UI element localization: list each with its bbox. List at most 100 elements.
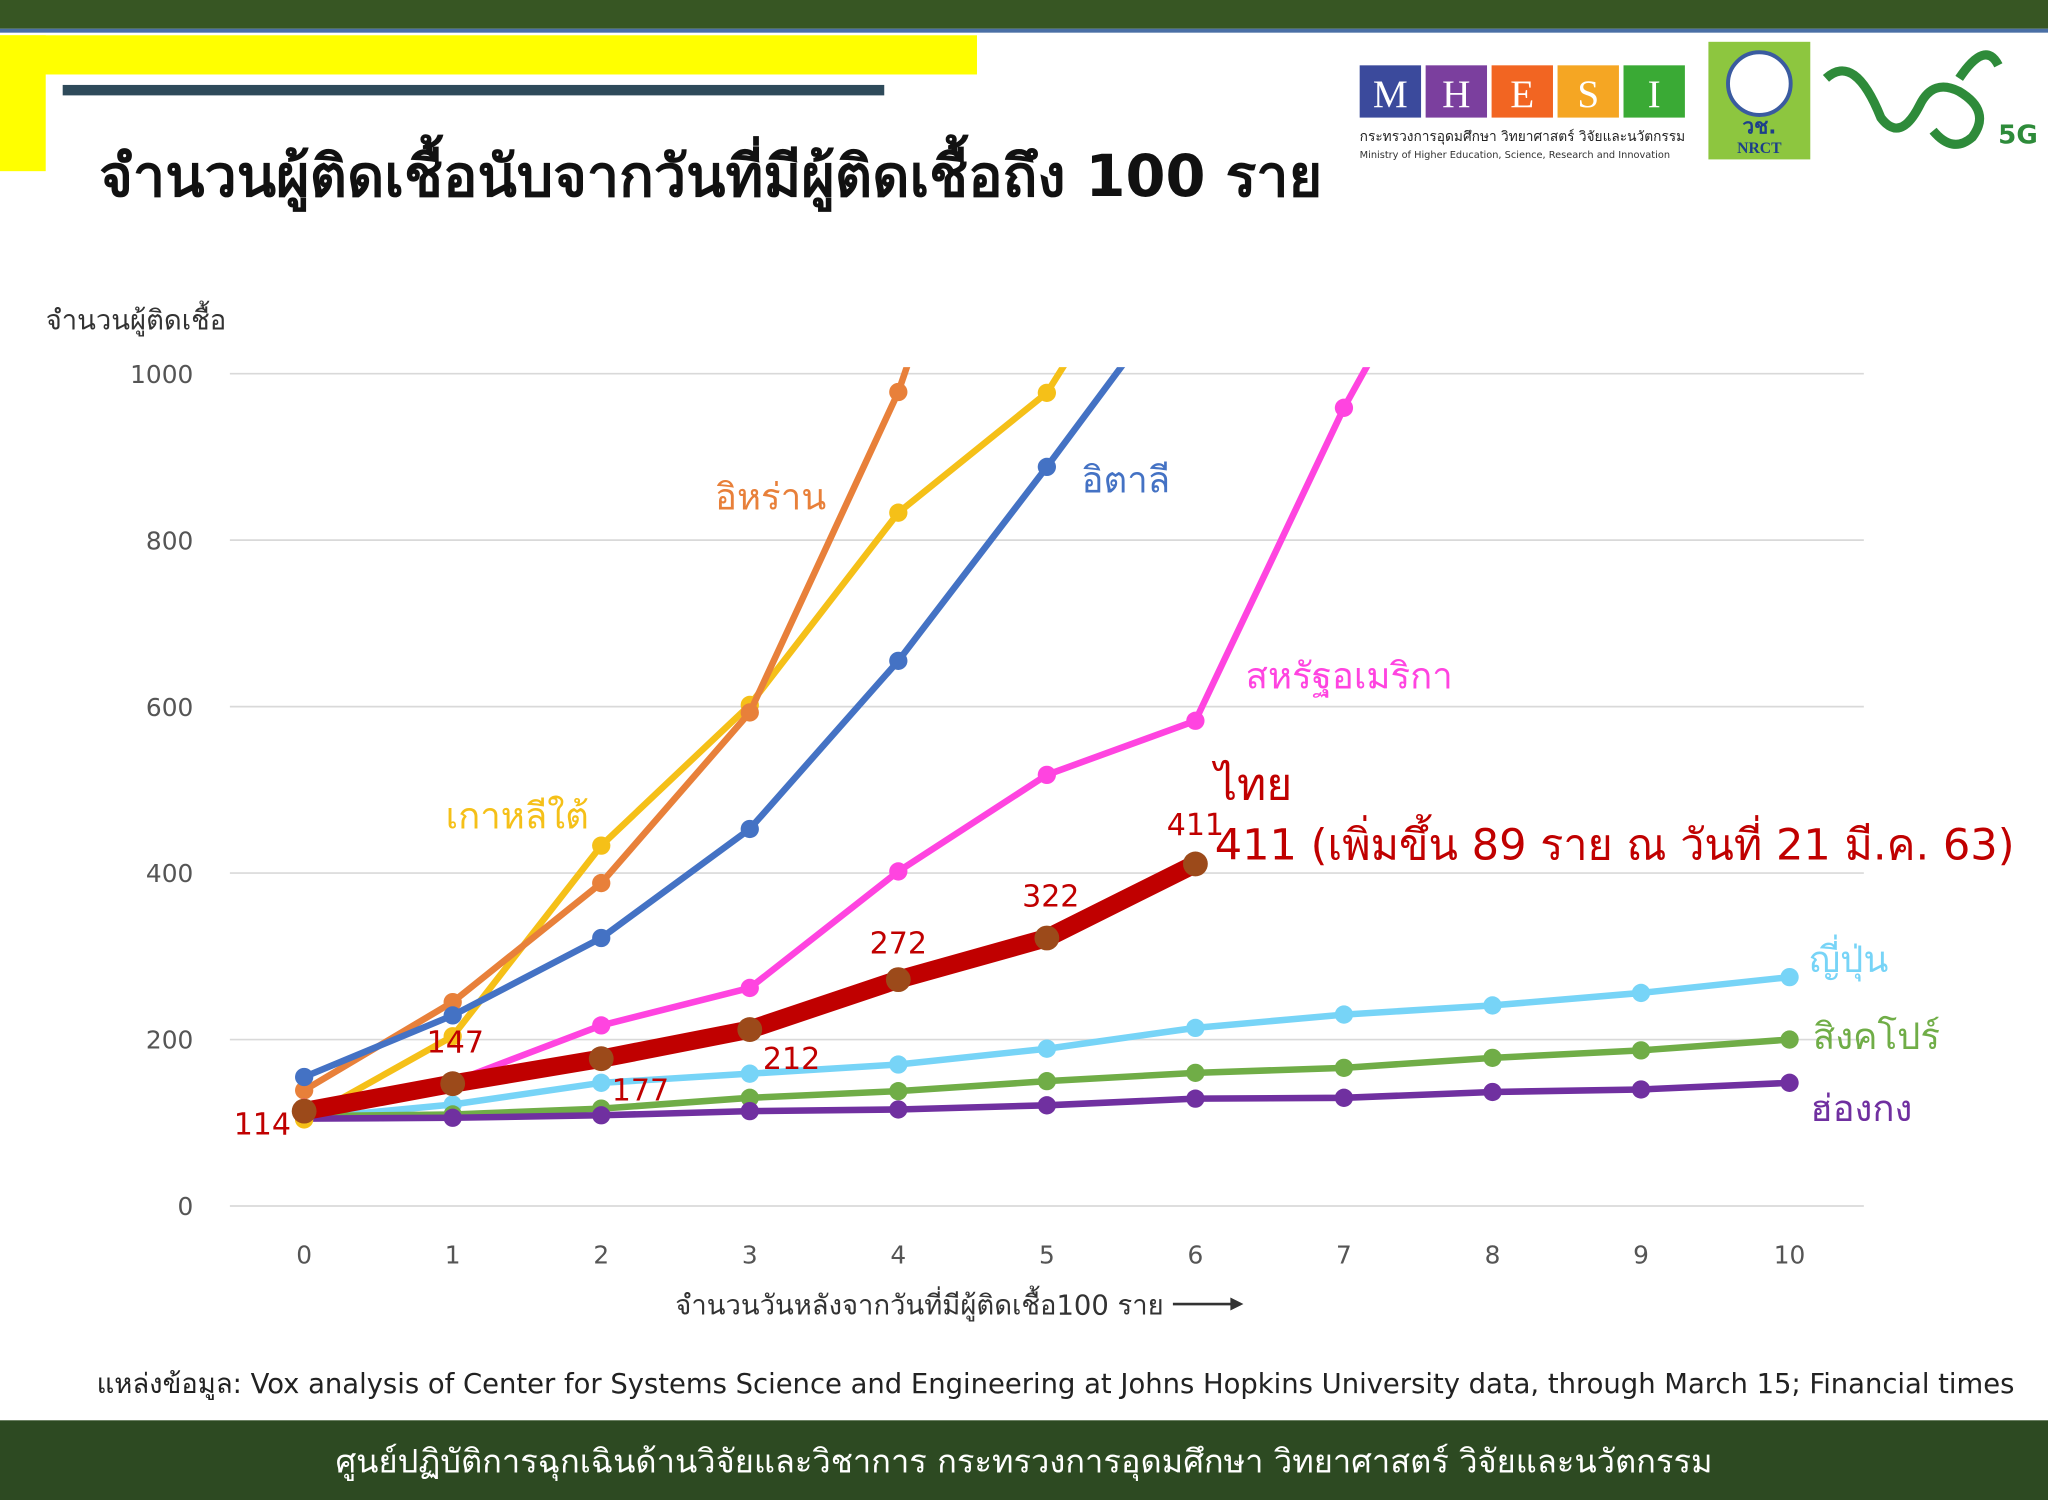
data-point bbox=[588, 1046, 614, 1072]
x-tick-label: 2 bbox=[593, 1240, 609, 1269]
x-tick-label: 1 bbox=[445, 1240, 461, 1269]
mhesi-box bbox=[1557, 65, 1619, 118]
series-label: ไทย bbox=[1212, 759, 1293, 811]
series-line bbox=[302, 367, 1067, 1123]
x-tick-label: 4 bbox=[890, 1240, 906, 1269]
y-tick-label: 0 bbox=[178, 1192, 194, 1221]
data-point bbox=[889, 651, 908, 670]
data-point bbox=[889, 503, 908, 522]
data-point bbox=[1037, 457, 1056, 477]
series-label: อิหร่าน bbox=[715, 476, 826, 519]
series-label: สหรัฐอเมริกา bbox=[1246, 655, 1453, 699]
data-point bbox=[1186, 1063, 1205, 1082]
data-point bbox=[440, 1071, 466, 1097]
value-label: 177 bbox=[612, 1073, 669, 1108]
data-point bbox=[592, 1073, 611, 1092]
nrct-emblem bbox=[1726, 50, 1793, 117]
data-point bbox=[889, 862, 908, 881]
value-label: 114 bbox=[234, 1108, 291, 1143]
data-point bbox=[1037, 1096, 1056, 1115]
data-point bbox=[740, 703, 759, 722]
y-tick-label: 1000 bbox=[130, 360, 193, 389]
nrct-thai: วช. bbox=[1742, 114, 1776, 138]
footer-band bbox=[0, 1420, 2048, 1500]
data-point bbox=[295, 1067, 314, 1087]
data-point bbox=[443, 1027, 462, 1046]
mhesi-letter: I bbox=[1648, 73, 1661, 116]
data-point bbox=[1334, 1088, 1354, 1107]
data-point bbox=[885, 967, 911, 993]
data-point bbox=[889, 1100, 908, 1119]
series-label: ฮ่องกง bbox=[1810, 1087, 1912, 1130]
y-tick-label: 400 bbox=[146, 859, 193, 888]
x-tick-label: 7 bbox=[1336, 1240, 1352, 1269]
data-point bbox=[592, 836, 611, 855]
top-rule bbox=[0, 28, 2048, 33]
nrct-english: NRCT bbox=[1737, 140, 1782, 157]
x-axis-arrowhead bbox=[1230, 1297, 1244, 1311]
series-group bbox=[291, 367, 1799, 1129]
mhesi-thai: กระทรวงการอุดมศึกษา วิทยาศาสตร์ วิจัยและ… bbox=[1360, 128, 1686, 145]
data-point bbox=[443, 1108, 462, 1127]
data-point bbox=[1780, 1073, 1799, 1092]
data-point bbox=[1780, 967, 1799, 987]
label-group: ญี่ปุ่นสิงคโปร์ฮ่องกง เกาหลีใต้ อิหร่าน อิต… bbox=[234, 459, 2015, 1143]
data-point bbox=[1631, 1041, 1651, 1060]
data-point bbox=[592, 873, 611, 893]
data-point bbox=[1037, 1039, 1056, 1058]
data-point bbox=[592, 928, 611, 948]
data-point bbox=[740, 978, 759, 998]
mhesi-letter: M bbox=[1373, 73, 1408, 116]
mhesi-letter: E bbox=[1510, 73, 1534, 116]
data-point bbox=[443, 992, 462, 1012]
mhesi-box bbox=[1359, 65, 1422, 118]
footer: ศูนย์ปฏิบัติการฉุกเฉินด้านวิจัยและวิชากา… bbox=[335, 1443, 1712, 1482]
data-point bbox=[740, 1064, 759, 1083]
data-point bbox=[592, 1106, 611, 1125]
data-point bbox=[1631, 1080, 1651, 1099]
series-line bbox=[302, 367, 911, 1094]
source: แหล่งข้อมูล: Vox analysis of Center for … bbox=[97, 1369, 2015, 1400]
data-point bbox=[1186, 1018, 1205, 1038]
series-line bbox=[303, 367, 1371, 1112]
data-point bbox=[295, 1081, 314, 1100]
y-tick-label: 600 bbox=[146, 693, 193, 722]
data-point bbox=[291, 1098, 317, 1124]
data-point bbox=[889, 382, 908, 402]
mhesi-letter: S bbox=[1577, 73, 1599, 116]
data-point bbox=[889, 1055, 908, 1074]
badge: 5G bbox=[1998, 121, 2038, 151]
anniversary-mark bbox=[1822, 50, 2003, 149]
data-point bbox=[1483, 1048, 1502, 1068]
title-rule bbox=[62, 84, 885, 96]
series-line bbox=[302, 367, 1126, 1081]
data-point bbox=[740, 1088, 759, 1107]
series-label: สิงคโปร์ bbox=[1813, 1015, 1940, 1058]
data-point bbox=[1483, 996, 1502, 1015]
data-point bbox=[1037, 1072, 1056, 1091]
x-tick-label: 6 bbox=[1188, 1240, 1204, 1269]
yellow-block bbox=[0, 35, 46, 172]
y-tick-label: 200 bbox=[146, 1026, 193, 1055]
data-point bbox=[737, 1017, 763, 1042]
data-point bbox=[1631, 983, 1651, 1003]
data-point bbox=[1186, 1089, 1205, 1108]
y-tick-label: 800 bbox=[146, 526, 193, 555]
x-tick-label: 3 bbox=[742, 1240, 758, 1269]
value-label: 212 bbox=[763, 1042, 820, 1077]
x-tick-label: 0 bbox=[296, 1240, 312, 1269]
value-label: 322 bbox=[1022, 880, 1079, 915]
value-label: 147 bbox=[427, 1025, 484, 1060]
data-point bbox=[1037, 383, 1056, 402]
data-point bbox=[1034, 925, 1060, 951]
data-point bbox=[740, 819, 759, 839]
data-point bbox=[1334, 398, 1354, 417]
mhesi-box bbox=[1623, 65, 1685, 118]
series-label: อิตาลี bbox=[1082, 459, 1171, 502]
mhesi-english: Ministry of Higher Education, Science, R… bbox=[1360, 150, 1670, 161]
x-tick-label: 5 bbox=[1039, 1240, 1055, 1269]
x-tick-label: 9 bbox=[1633, 1240, 1649, 1269]
data-point bbox=[592, 1016, 611, 1035]
